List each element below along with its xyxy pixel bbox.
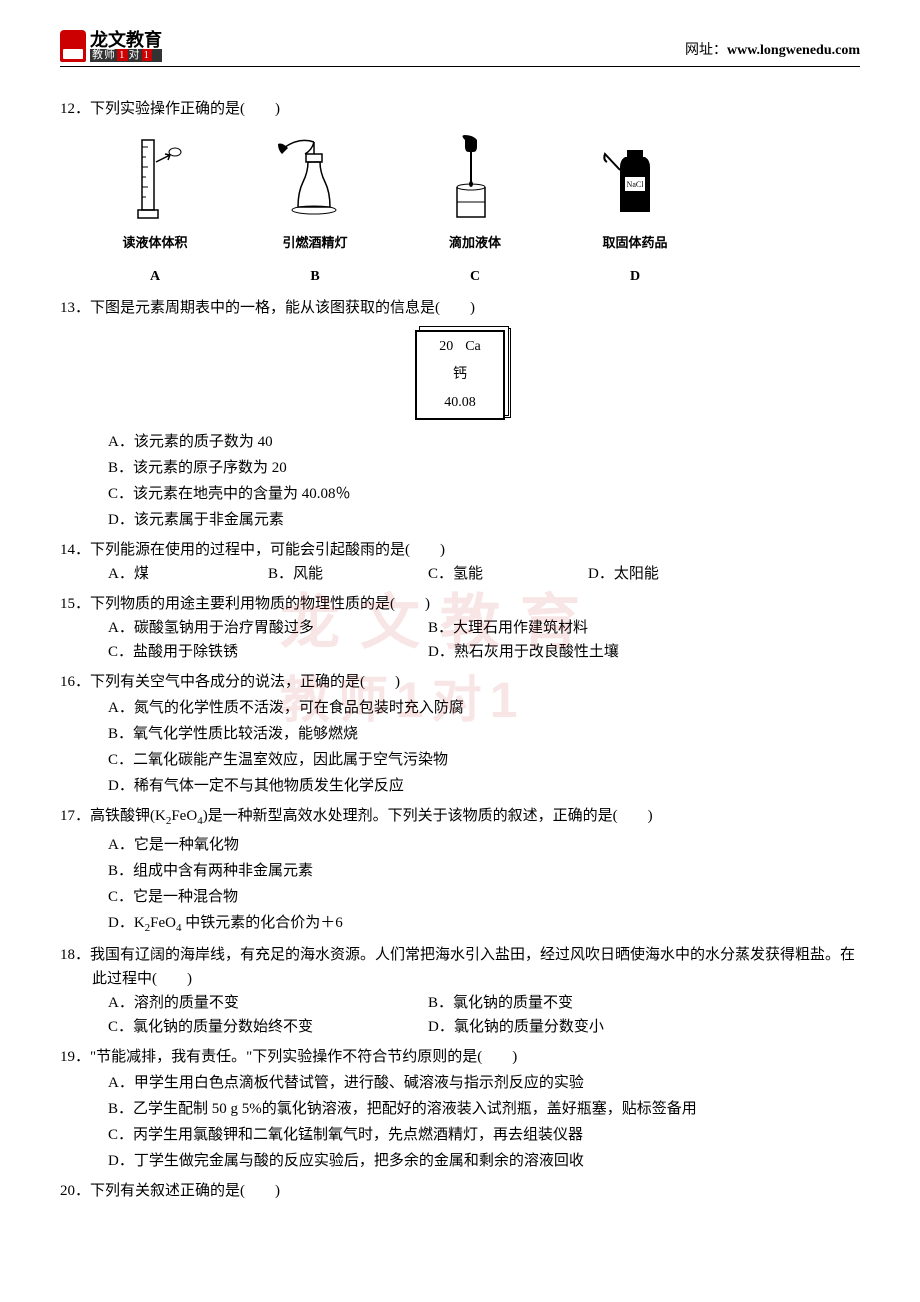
question-13: 13．下图是元素周期表中的一格，能从该图获取的信息是( ) 20 Ca 钙 40…: [60, 296, 860, 532]
question-14: 14．下列能源在使用的过程中，可能会引起酸雨的是( ) A．煤 B．风能 C．氢…: [60, 538, 860, 586]
q14-opt-c: C．氢能: [428, 562, 588, 586]
q12-letter-a: A: [100, 266, 210, 288]
logo-sub-text: 教师1对1: [90, 49, 162, 62]
q12-diagram-a: 读液体体积 A: [100, 129, 210, 288]
q12-caption-c: 滴加液体: [420, 233, 530, 254]
q18-stem: 18．我国有辽阔的海岸线，有充足的海水资源。人们常把海水引入盐田，经过风吹日晒使…: [60, 943, 860, 991]
q13-element-box: 20 Ca 钙 40.08: [415, 330, 505, 420]
element-name: 钙: [453, 364, 467, 386]
q12-letter-d: D: [580, 266, 690, 288]
q19-opt-b: B．乙学生配制 50 g 5%的氯化钠溶液，把配好的溶液装入试剂瓶，盖好瓶塞，贴…: [108, 1097, 860, 1121]
q16-opt-b: B．氧气化学性质比较活泼，能够燃烧: [108, 722, 860, 746]
q16-opt-c: C．二氧化碳能产生温室效应，因此属于空气污染物: [108, 748, 860, 772]
q13-opt-a: A．该元素的质子数为 40: [108, 430, 860, 454]
q12-letter-b: B: [260, 266, 370, 288]
q12-stem: 12．下列实验操作正确的是( ): [60, 97, 860, 121]
q14-opt-d: D．太阳能: [588, 562, 748, 586]
logo-main-text: 龙文教育: [90, 31, 162, 49]
q15-opt-b: B．大理石用作建筑材料: [428, 616, 748, 640]
question-18: 18．我国有辽阔的海岸线，有充足的海水资源。人们常把海水引入盐田，经过风吹日晒使…: [60, 943, 860, 1039]
q19-opt-a: A．甲学生用白色点滴板代替试管，进行酸、碱溶液与指示剂反应的实验: [108, 1071, 860, 1095]
q12-letter-c: C: [420, 266, 530, 288]
q12-diagram-d: NaCl 取固体药品 D: [580, 129, 690, 288]
q15-opt-c: C．盐酸用于除铁锈: [108, 640, 428, 664]
question-15: 15．下列物质的用途主要利用物质的物理性质的是( ) A．碳酸氢钠用于治疗胃酸过…: [60, 592, 860, 664]
q16-stem: 16．下列有关空气中各成分的说法，正确的是( ): [60, 670, 860, 694]
q17-opt-b: B．组成中含有两种非金属元素: [108, 859, 860, 883]
q18-opt-b: B．氯化钠的质量不变: [428, 991, 748, 1015]
q17-opt-c: C．它是一种混合物: [108, 885, 860, 909]
logo: 龙文教育 教师1对1: [60, 30, 162, 62]
logo-icon: [60, 30, 86, 62]
q14-opt-a: A．煤: [108, 562, 268, 586]
q12-caption-a: 读液体体积: [100, 233, 210, 254]
header-url: 网址：www.longwenedu.com: [685, 40, 860, 62]
q12-diagram-c: 滴加液体 C: [420, 129, 530, 288]
q19-opt-d: D．丁学生做完金属与酸的反应实验后，把多余的金属和剩余的溶液回收: [108, 1149, 860, 1173]
question-19: 19．"节能减排，我有责任。"下列实验操作不符合节约原则的是( ) A．甲学生用…: [60, 1045, 860, 1173]
q18-opt-c: C．氯化钠的质量分数始终不变: [108, 1015, 428, 1039]
q16-opt-d: D．稀有气体一定不与其他物质发生化学反应: [108, 774, 860, 798]
q12-diagrams: 读液体体积 A 引燃酒精灯 B: [60, 129, 860, 288]
q14-opt-b: B．风能: [268, 562, 428, 586]
q12-caption-d: 取固体药品: [580, 233, 690, 254]
q17-opt-d: D．K2FeO4 中铁元素的化合价为＋6: [108, 911, 860, 938]
element-number: 20: [439, 336, 453, 358]
q15-stem: 15．下列物质的用途主要利用物质的物理性质的是( ): [60, 592, 860, 616]
element-symbol: Ca: [465, 336, 481, 358]
q13-opt-b: B．该元素的原子序数为 20: [108, 456, 860, 480]
element-mass: 40.08: [444, 392, 476, 414]
q12-diagram-b: 引燃酒精灯 B: [260, 129, 370, 288]
q13-stem: 13．下图是元素周期表中的一格，能从该图获取的信息是( ): [60, 296, 860, 320]
q17-opt-a: A．它是一种氧化物: [108, 833, 860, 857]
page-header: 龙文教育 教师1对1 网址：www.longwenedu.com: [60, 30, 860, 67]
q15-opt-a: A．碳酸氢钠用于治疗胃酸过多: [108, 616, 428, 640]
question-20: 20．下列有关叙述正确的是( ): [60, 1179, 860, 1203]
question-12: 12．下列实验操作正确的是( ) 读液体体积 A: [60, 97, 860, 288]
q13-opt-c: C．该元素在地壳中的含量为 40.08％: [108, 482, 860, 506]
q15-opt-d: D．熟石灰用于改良酸性土壤: [428, 640, 748, 664]
q18-opt-d: D．氯化钠的质量分数变小: [428, 1015, 748, 1039]
q19-opt-c: C．丙学生用氯酸钾和二氧化锰制氧气时，先点燃酒精灯，再去组装仪器: [108, 1123, 860, 1147]
svg-text:NaCl: NaCl: [627, 180, 645, 189]
question-16: 16．下列有关空气中各成分的说法，正确的是( ) A．氮气的化学性质不活泼，可在…: [60, 670, 860, 798]
q17-stem: 17．高铁酸钾(K2FeO4)是一种新型高效水处理剂。下列关于该物质的叙述，正确…: [60, 804, 860, 831]
question-17: 17．高铁酸钾(K2FeO4)是一种新型高效水处理剂。下列关于该物质的叙述，正确…: [60, 804, 860, 937]
q20-stem: 20．下列有关叙述正确的是( ): [60, 1179, 860, 1203]
q18-opt-a: A．溶剂的质量不变: [108, 991, 428, 1015]
q16-opt-a: A．氮气的化学性质不活泼，可在食品包装时充入防腐: [108, 696, 860, 720]
q13-opt-d: D．该元素属于非金属元素: [108, 508, 860, 532]
q19-stem: 19．"节能减排，我有责任。"下列实验操作不符合节约原则的是( ): [60, 1045, 860, 1069]
q12-caption-b: 引燃酒精灯: [260, 233, 370, 254]
q14-stem: 14．下列能源在使用的过程中，可能会引起酸雨的是( ): [60, 538, 860, 562]
